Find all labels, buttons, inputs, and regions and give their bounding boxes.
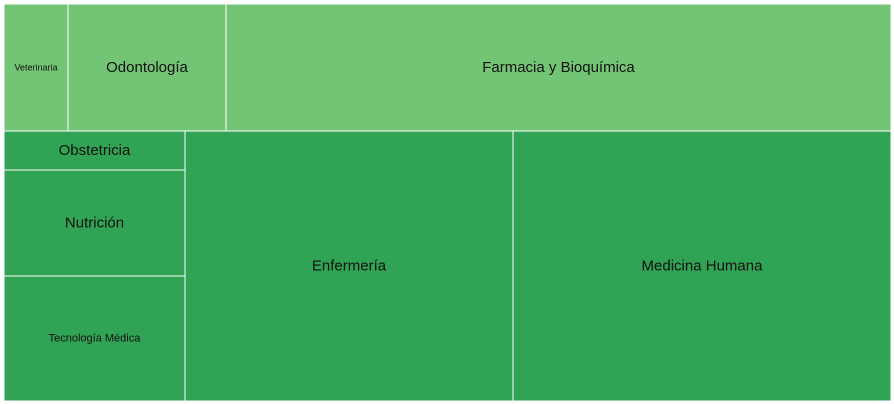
- tile-label-enfermeria: Enfermería: [312, 258, 387, 275]
- tile-label-medicina-humana: Medicina Humana: [642, 258, 764, 275]
- tile-enfermeria: [184, 130, 514, 402]
- tile-label-tecnologia-medica: Tecnología Médica: [49, 333, 142, 345]
- treemap-tiles: Veterinaria Odontología Farmacia y Bioquím…: [3, 3, 892, 402]
- tile-farmacia-y-bioquimica: [225, 3, 892, 132]
- tile-veterinaria: [3, 3, 69, 132]
- tile-tecnologia-medica: [3, 275, 186, 402]
- tile-odontologia: [67, 3, 227, 132]
- tile-label-veterinaria: Veterinaria: [14, 63, 57, 73]
- tile-label-farmacia-y-bioquimica: Farmacia y Bioquímica: [482, 59, 635, 76]
- tile-label-odontologia: Odontología: [106, 59, 188, 76]
- tile-medicina-humana: [512, 130, 892, 402]
- tile-label-obstetricia: Obstetricia: [59, 142, 131, 159]
- tile-label-nutricion: Nutrición: [65, 215, 124, 232]
